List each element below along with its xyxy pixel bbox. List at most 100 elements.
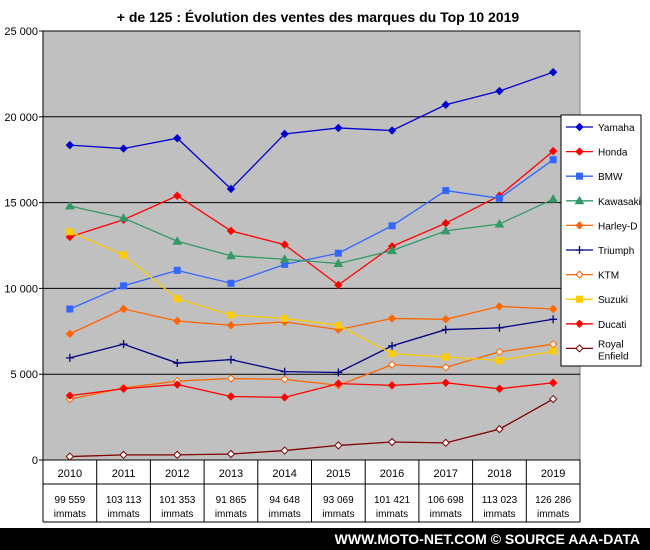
total-value-label: 91 865 [216, 495, 247, 506]
data-point-royal-enfield [334, 441, 343, 450]
data-point-yamaha [65, 140, 75, 150]
legend-label-honda: Honda [598, 148, 628, 159]
data-point-ducati [441, 378, 450, 387]
series-suzuki [66, 228, 557, 364]
data-point-bmw [173, 266, 181, 274]
data-point-royal-enfield [65, 452, 75, 461]
data-point-triumph [226, 355, 235, 364]
legend-label-bmw: BMW [598, 172, 623, 183]
data-point-bmw [495, 194, 503, 202]
data-point-kawasaki [64, 201, 75, 210]
data-point-bmw [227, 279, 235, 287]
data-point-harley-d [65, 329, 75, 339]
x-tick-label: 2010 [58, 468, 82, 480]
series-bmw [66, 156, 557, 313]
data-point-ktm [441, 363, 450, 372]
data-point-suzuki [281, 314, 289, 322]
legend-marker-suzuki [576, 295, 583, 303]
legend-marker-yamaha [575, 122, 584, 132]
data-point-ducati [65, 391, 75, 400]
data-point-ktm [387, 360, 397, 369]
series-line-ducati [69, 382, 554, 399]
data-point-kawasaki [279, 254, 290, 263]
data-point-suzuki [173, 295, 181, 303]
data-point-royal-enfield [280, 446, 289, 455]
data-point-triumph [65, 353, 74, 362]
series-line-harley-d [69, 305, 554, 335]
legend-label-royal-enfield: Royal [598, 339, 624, 350]
data-point-kawasaki [440, 225, 451, 235]
y-tick-label: 15 000 [4, 198, 38, 210]
series-triumph [65, 315, 558, 377]
data-point-yamaha [387, 126, 397, 135]
data-point-yamaha [280, 129, 289, 139]
legend: Yamaha Honda BMW Kawasaki Harley-D Triumph KTM… [560, 114, 642, 367]
data-point-kawasaki [548, 194, 559, 203]
total-unit-label: immats [376, 509, 408, 520]
series-line-yamaha [69, 71, 554, 190]
data-point-bmw [388, 222, 396, 230]
x-tick-label: 2011 [112, 468, 136, 480]
legend-label-ducati: Ducati [598, 320, 626, 331]
series-kawasaki [64, 194, 559, 268]
y-tick-label: 0 [32, 455, 38, 467]
data-point-triumph [441, 325, 450, 334]
data-point-harley-d [119, 304, 128, 314]
legend-label-suzuki: Suzuki [598, 295, 628, 306]
data-point-ducati [280, 393, 289, 402]
data-point-triumph [334, 368, 343, 377]
total-value-label: 103 113 [106, 495, 142, 506]
x-tick-label: 2016 [380, 468, 404, 480]
data-point-suzuki [495, 356, 503, 364]
y-axis: 0 5 000 10 000 15 000 20 000 25 000 [4, 26, 44, 467]
data-point-suzuki [227, 311, 235, 319]
legend-marker-ducati [575, 319, 584, 329]
gridlines [43, 30, 580, 375]
data-point-yamaha [548, 67, 558, 77]
data-point-harley-d [495, 302, 504, 311]
series-honda [65, 146, 558, 290]
legend-marker-honda [575, 147, 584, 156]
data-point-ducati [119, 384, 128, 393]
data-point-suzuki [334, 321, 342, 329]
chart-title: + de 125 : Évolution des ventes des marq… [117, 9, 520, 25]
data-point-ducati [548, 378, 558, 387]
data-point-triumph [388, 341, 397, 350]
footer-bar [0, 528, 650, 550]
footer-credit: WWW.MOTO-NET.COM © SOURCE AAA-DATA [334, 531, 640, 547]
x-tick-label: 2019 [541, 468, 565, 480]
data-point-bmw [442, 187, 450, 195]
legend-label-ktm: KTM [598, 271, 619, 282]
legend-marker-royal-enfield [575, 344, 584, 353]
legend-label-harley-d: Harley-D [598, 221, 637, 232]
data-point-harley-d [173, 316, 182, 326]
data-point-honda [280, 240, 289, 249]
data-point-kawasaki [172, 236, 183, 245]
data-point-kawasaki [387, 245, 397, 255]
data-point-suzuki [442, 353, 450, 361]
data-point-yamaha [441, 100, 450, 109]
plot-area [42, 30, 581, 461]
data-point-yamaha [495, 86, 504, 96]
data-point-yamaha [226, 184, 236, 194]
total-unit-label: immats [537, 509, 569, 520]
total-value-label: 126 286 [535, 495, 572, 506]
x-tick-label: 2015 [326, 468, 350, 480]
data-point-kawasaki [333, 258, 344, 268]
total-value-label: 101 421 [374, 495, 411, 506]
data-point-kawasaki [494, 219, 505, 228]
legend-label-royal-enfield: Enfield [598, 351, 629, 362]
x-tick-label: 2014 [272, 468, 296, 480]
x-tick-label: 2012 [165, 468, 189, 480]
legend-label-yamaha: Yamaha [598, 123, 635, 134]
data-point-suzuki [549, 347, 557, 355]
series-ktm [65, 339, 558, 404]
total-value-label: 99 559 [55, 495, 86, 506]
data-point-royal-enfield [173, 450, 182, 460]
total-unit-label: immats [107, 509, 139, 520]
data-point-royal-enfield [226, 449, 236, 459]
data-point-kawasaki [118, 213, 129, 222]
total-unit-label: immats [215, 509, 247, 520]
series-line-royal-enfield [69, 398, 554, 458]
